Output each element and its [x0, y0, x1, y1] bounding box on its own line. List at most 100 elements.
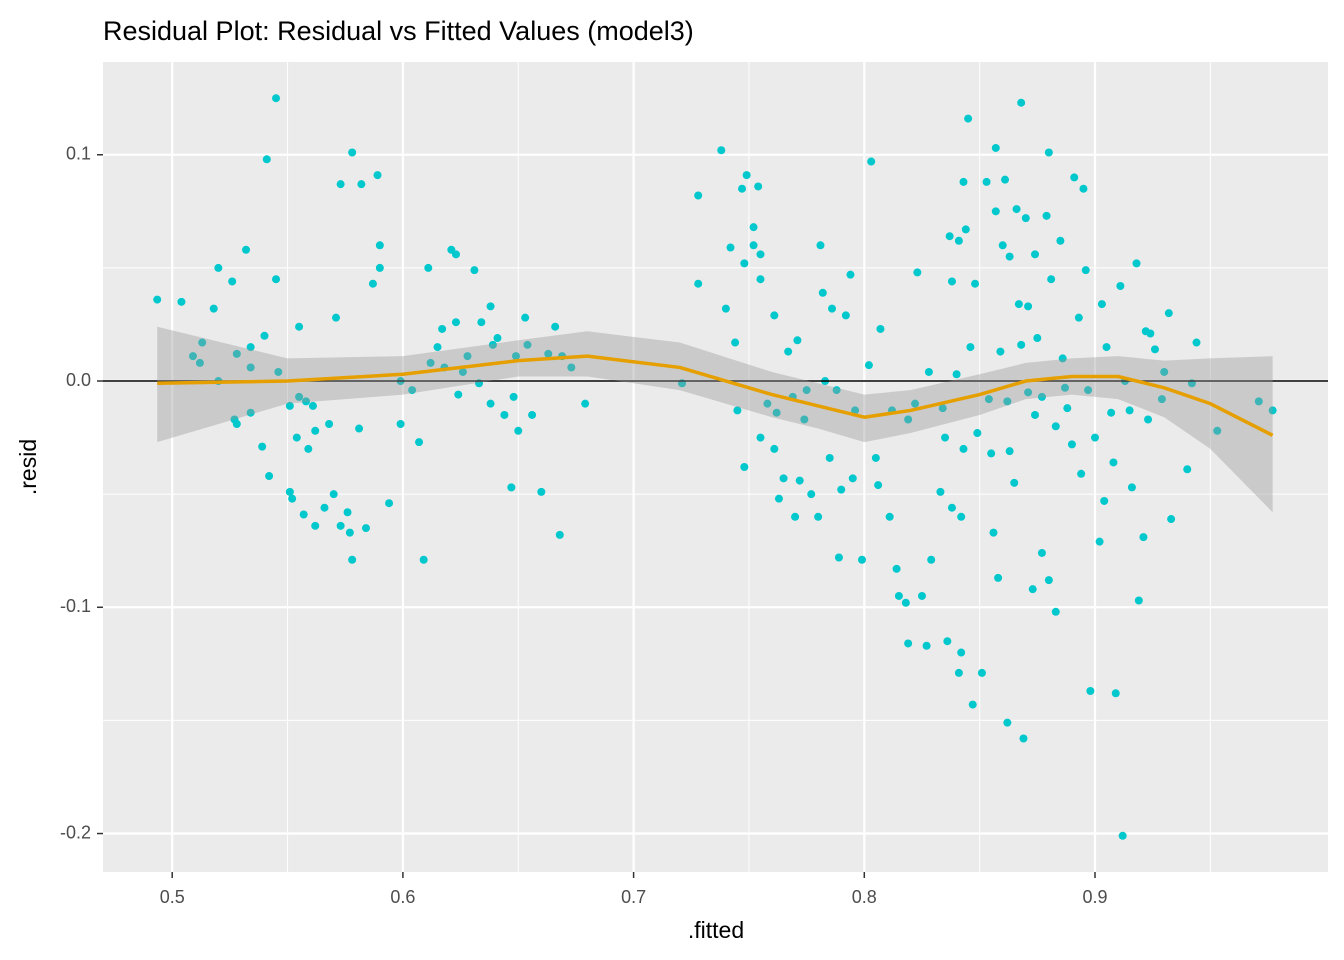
data-point [876, 324, 885, 333]
confidence-band [157, 326, 1273, 513]
data-point [959, 444, 968, 453]
data-point [415, 438, 424, 447]
data-point [528, 410, 537, 419]
data-point [733, 406, 742, 415]
data-point [385, 499, 394, 508]
data-point [320, 503, 329, 512]
data-point [795, 476, 804, 485]
data-point [246, 343, 255, 352]
data-point [1095, 537, 1104, 546]
data-point [987, 449, 996, 458]
data-point [802, 386, 811, 395]
data-point [756, 275, 765, 284]
data-point [1213, 426, 1222, 435]
data-point [507, 483, 516, 492]
data-point [1044, 576, 1053, 585]
data-point [947, 277, 956, 286]
x-tick-label: 0.7 [621, 887, 646, 907]
data-point [1160, 367, 1169, 376]
data-point [232, 420, 241, 429]
data-point [311, 426, 320, 435]
data-point [1003, 718, 1012, 727]
data-point [793, 336, 802, 345]
data-point [581, 399, 590, 408]
data-point [1031, 250, 1040, 259]
data-point [994, 573, 1003, 582]
data-point [731, 338, 740, 347]
data-point [874, 481, 883, 490]
data-point [242, 245, 251, 254]
data-point [952, 370, 961, 379]
data-point [982, 177, 991, 186]
data-point [454, 390, 463, 399]
data-point [941, 433, 950, 442]
data-point [998, 241, 1007, 250]
data-point [274, 367, 283, 376]
data-point [947, 503, 956, 512]
data-point [807, 490, 816, 499]
data-point [348, 555, 357, 564]
data-point [260, 331, 269, 340]
data-point [936, 487, 945, 496]
data-point [904, 639, 913, 648]
data-point [1102, 343, 1111, 352]
data-point [1005, 447, 1014, 456]
data-point [332, 313, 341, 322]
data-point [214, 263, 223, 272]
y-tick-label: -0.2 [60, 822, 91, 842]
data-point [1047, 275, 1056, 284]
data-point [1001, 175, 1010, 184]
data-point [419, 555, 428, 564]
data-point [265, 472, 274, 481]
data-point [943, 637, 952, 646]
data-point [938, 404, 947, 413]
data-point [1254, 397, 1263, 406]
data-point [770, 444, 779, 453]
data-point [1017, 340, 1026, 349]
data-point [964, 114, 973, 123]
data-point [523, 340, 532, 349]
data-point [770, 311, 779, 320]
data-point [177, 297, 186, 306]
data-point [348, 148, 357, 157]
data-point [1090, 433, 1099, 442]
data-point [945, 232, 954, 241]
data-point [913, 268, 922, 277]
data-point [1044, 148, 1053, 157]
data-point [904, 415, 913, 424]
data-point [426, 358, 435, 367]
data-point [424, 263, 433, 272]
data-point [922, 641, 931, 650]
data-point [834, 553, 843, 562]
data-point [1146, 329, 1155, 338]
data-point [694, 191, 703, 200]
data-point [1058, 354, 1067, 363]
data-point [285, 401, 294, 410]
data-point [198, 338, 207, 347]
data-point [361, 524, 370, 533]
data-point [991, 143, 1000, 152]
data-point [209, 304, 218, 313]
data-point [867, 157, 876, 166]
data-point [1063, 404, 1072, 413]
data-point [232, 349, 241, 358]
data-point [470, 266, 479, 275]
data-point [742, 171, 751, 180]
data-point [1164, 309, 1173, 318]
data-point [329, 490, 338, 499]
data-point [1051, 607, 1060, 616]
data-point [1051, 422, 1060, 431]
data-point [749, 223, 758, 232]
data-point [295, 322, 304, 331]
data-point [885, 512, 894, 521]
data-point [493, 334, 502, 343]
data-point [911, 399, 920, 408]
data-point [791, 512, 800, 521]
data-point [1070, 173, 1079, 182]
data-point [901, 598, 910, 607]
data-point [368, 279, 377, 288]
data-point [954, 236, 963, 245]
data-point [299, 510, 308, 519]
data-point [1024, 302, 1033, 311]
data-point [989, 528, 998, 537]
